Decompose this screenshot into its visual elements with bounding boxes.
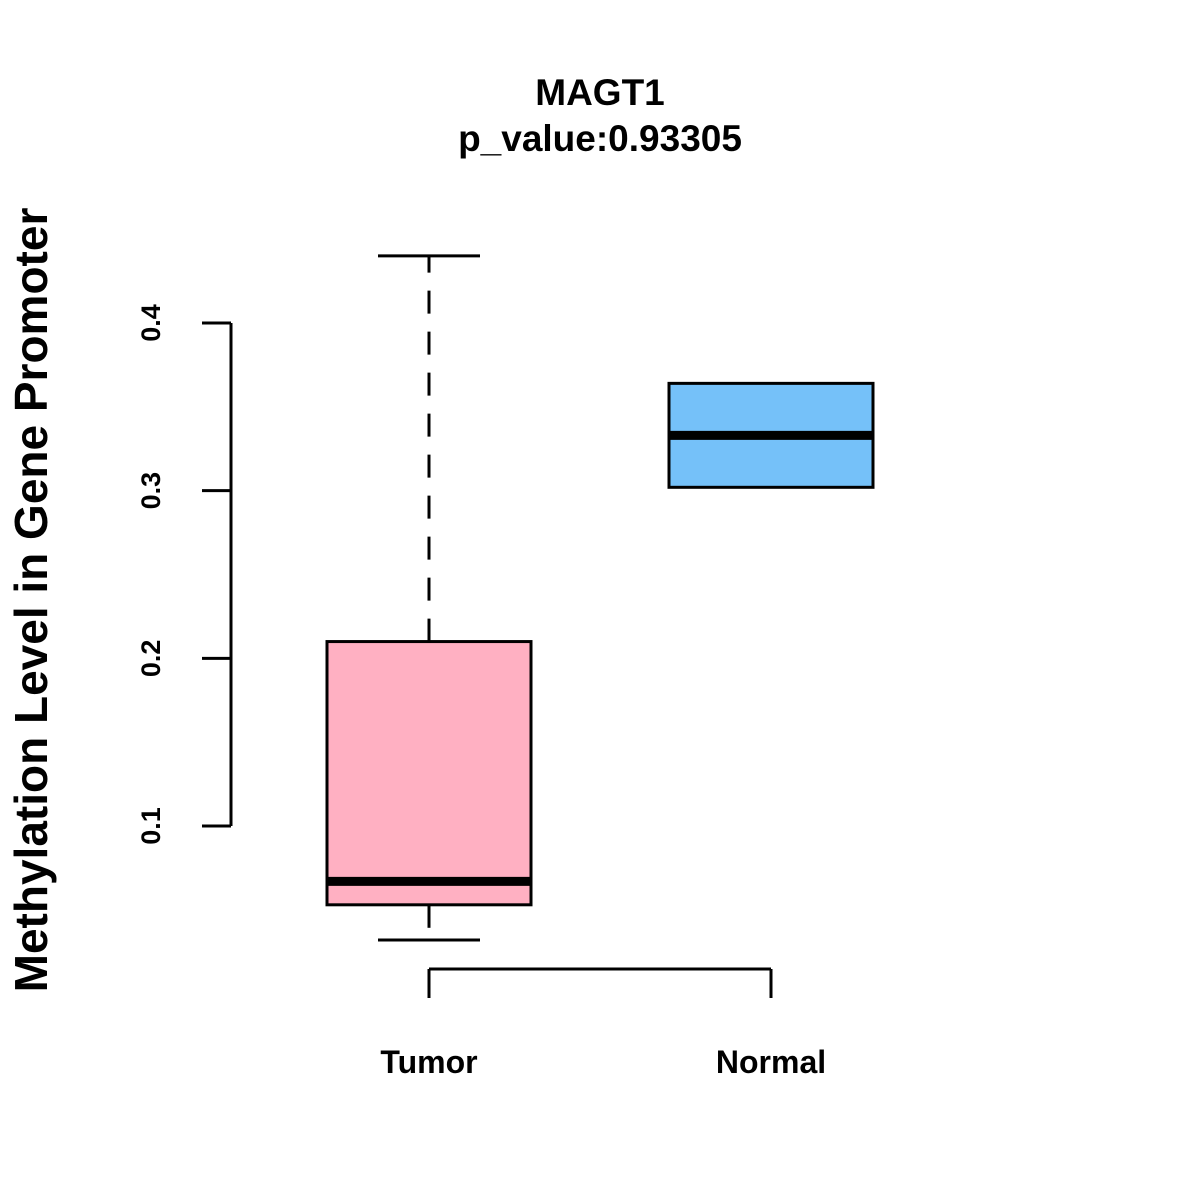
y-tick-label: 0.3 (136, 472, 166, 510)
boxes (325, 254, 875, 942)
box-tumor (325, 254, 533, 942)
chart-subtitle: p_value:0.93305 (458, 118, 742, 159)
x-tick-label-tumor: Tumor (380, 1044, 477, 1080)
y-tick-label: 0.2 (136, 640, 166, 678)
x-axis: Tumor Normal (380, 967, 826, 1080)
chart-title: MAGT1 (535, 72, 665, 113)
y-tick-label: 0.1 (136, 807, 166, 845)
box-body (325, 640, 533, 907)
x-tick-label-normal: Normal (716, 1044, 826, 1080)
y-axis: 0.1 0.2 0.3 0.4 (136, 304, 233, 845)
y-axis-label: Methylation Level in Gene Promoter (5, 208, 57, 993)
y-tick-label: 0.4 (136, 304, 166, 342)
box-normal (667, 381, 875, 489)
